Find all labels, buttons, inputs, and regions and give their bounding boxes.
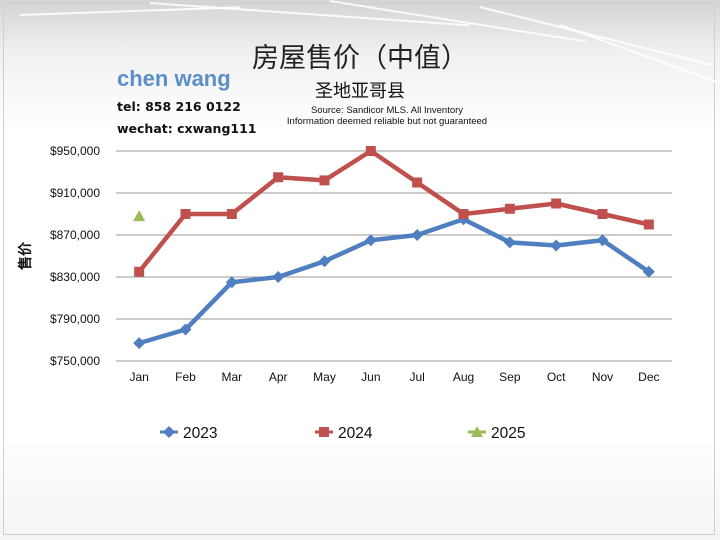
data-point-square	[134, 266, 145, 277]
data-point-diamond	[411, 229, 424, 241]
data-point-square	[319, 427, 329, 437]
data-point-diamond	[225, 276, 238, 289]
x-tick-label: Feb	[175, 370, 196, 384]
legend-item-2024: 2024	[315, 425, 373, 442]
data-point-triangle	[133, 210, 146, 222]
data-point-triangle	[471, 426, 483, 437]
y-tick-label: $950,000	[50, 144, 100, 158]
data-point-diamond	[163, 426, 175, 438]
data-point-diamond	[133, 337, 146, 350]
legend-label: 2024	[338, 425, 373, 442]
data-point-diamond	[318, 255, 331, 268]
series-2025	[133, 210, 146, 222]
series-line	[136, 148, 652, 274]
data-point-square	[504, 203, 515, 214]
data-point-square	[273, 172, 284, 183]
y-tick-label: $870,000	[50, 228, 100, 242]
x-tick-label: Mar	[221, 370, 242, 384]
slide-frame	[3, 3, 715, 535]
data-point-square	[551, 198, 562, 209]
source-line: Source: Sandicor MLS. All Inventory	[310, 105, 464, 116]
series-line	[136, 217, 652, 346]
agent-wechat: wechat: cxwang111	[117, 121, 257, 136]
agent-name: chen wang	[117, 66, 231, 91]
data-point-diamond	[550, 239, 563, 252]
data-point-diamond	[364, 234, 377, 247]
source-note: Source: Sandicor MLS. All Inventory Info…	[257, 105, 517, 127]
x-tick-label: Nov	[592, 370, 613, 384]
data-point-square	[180, 209, 191, 219]
x-axis-ticks: Jan Feb Mar Apr May Jun Jul Aug Sep Oct Nov Dec	[129, 370, 659, 384]
data-point-square	[597, 209, 608, 219]
series-layer	[133, 146, 655, 350]
gridlines	[116, 150, 672, 362]
x-tick-label: Jun	[361, 370, 380, 384]
legend: 2023 2024 2025	[160, 425, 525, 442]
legend-label: 2025	[491, 425, 525, 442]
data-point-diamond	[503, 236, 516, 249]
y-tick-label: $750,000	[50, 354, 100, 368]
y-tick-label: $830,000	[50, 270, 100, 284]
agent-phone: tel: 858 216 0122	[117, 99, 241, 114]
data-point-diamond	[272, 271, 285, 283]
x-tick-label: Dec	[638, 370, 659, 384]
data-point-diamond	[179, 323, 192, 336]
legend-item-2023: 2023	[160, 425, 217, 442]
legend-item-2025: 2025	[468, 425, 525, 442]
x-tick-label: Apr	[269, 370, 288, 384]
data-point-square	[412, 177, 423, 188]
data-point-diamond	[596, 234, 609, 247]
series-2023	[133, 213, 655, 350]
disclaimer-line: Information deemed reliable but not guar…	[286, 116, 488, 127]
data-point-square	[226, 209, 237, 219]
data-point-square	[458, 209, 469, 219]
x-tick-label: Aug	[453, 370, 474, 384]
y-axis-ticks: $750,000 $790,000 $830,000 $870,000 $910,000…	[50, 144, 100, 368]
data-point-diamond	[642, 265, 655, 278]
x-tick-label: Jul	[409, 370, 424, 384]
x-tick-label: May	[313, 370, 336, 384]
x-tick-label: Oct	[547, 370, 566, 384]
legend-label: 2023	[183, 425, 217, 442]
series-2024	[134, 146, 654, 277]
y-tick-label: $910,000	[50, 186, 100, 200]
data-point-square	[365, 146, 376, 156]
data-point-square	[643, 219, 654, 230]
y-axis-label: 售价	[17, 241, 34, 271]
page-subtitle: 圣地亚哥县	[315, 81, 405, 102]
page-title: 房屋售价（中值）	[252, 43, 468, 74]
data-point-square	[319, 175, 330, 186]
x-tick-label: Jan	[129, 370, 148, 384]
y-tick-label: $790,000	[50, 312, 100, 326]
x-tick-label: Sep	[499, 370, 521, 384]
